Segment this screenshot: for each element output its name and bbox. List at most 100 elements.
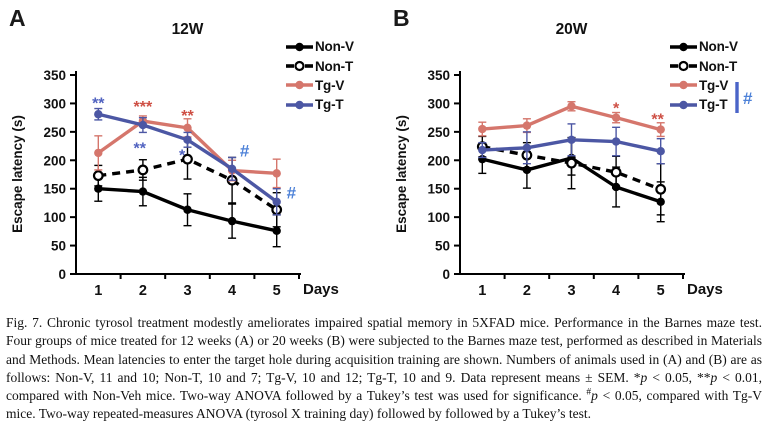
legend-point (295, 42, 304, 51)
data-point (272, 169, 281, 178)
legend-marker-icon (670, 60, 697, 72)
legend: Non-V Non-T Tg-V Tg-T (285, 37, 354, 115)
y-tick-label: 350 (43, 68, 66, 83)
legend-marker-icon (670, 42, 697, 51)
data-point (183, 123, 192, 133)
significance-marker: ** (651, 112, 664, 129)
data-point (138, 120, 148, 130)
data-point (92, 170, 104, 182)
data-point (183, 135, 192, 145)
legend-point (679, 100, 688, 110)
data-point (610, 166, 622, 178)
y-tick-label: 50 (435, 239, 450, 254)
y-tick-label: 200 (427, 153, 450, 168)
data-point (138, 187, 148, 196)
data-point (567, 135, 576, 145)
x-tick-label: 1 (94, 283, 102, 299)
legend-item-non-t: Non-T (669, 56, 738, 75)
data-point (611, 113, 621, 122)
y-tick-label: 300 (427, 96, 450, 111)
y-tick-label: 250 (427, 125, 450, 140)
data-point (137, 164, 149, 176)
data-point (656, 146, 665, 156)
significance-marker: # (240, 142, 250, 161)
caption-text: p (640, 369, 648, 385)
x-axis-label: Days (303, 281, 339, 298)
legend-label: Non-T (315, 58, 353, 74)
legend-marker-icon (286, 100, 313, 110)
y-tick-label: 350 (427, 68, 450, 83)
y-tick-label: 50 (51, 239, 66, 254)
legend-comparison-bracket: # (735, 82, 753, 113)
caption-text: < 0.05, compared with Tg-V mice. Two-way… (6, 388, 762, 422)
panel-letter-b: B (393, 5, 410, 31)
data-point (182, 153, 193, 165)
caption-text: # (586, 387, 592, 398)
legend-marker-icon (286, 42, 313, 51)
series-tg-v (478, 101, 665, 138)
legend-item-tg-v: Tg-V (285, 76, 354, 95)
significance-marker: # (287, 184, 297, 203)
legend-label: Non-V (699, 39, 738, 55)
figure-caption: Fig. 7. Chronic tyrosol treatment modest… (0, 314, 768, 424)
legend: Non-V Non-T Tg-V Tg-T (669, 37, 738, 115)
legend-point (679, 81, 688, 90)
y-tick-label: 200 (43, 153, 66, 168)
x-tick-label: 3 (567, 283, 575, 299)
legend-item-non-v: Non-V (669, 37, 738, 56)
legend-marker-icon (286, 81, 313, 90)
legend-item-tg-v: Tg-V (669, 76, 738, 95)
data-point (227, 216, 237, 226)
series-non-t (92, 138, 283, 228)
data-point (272, 226, 281, 235)
legend-label: Tg-V (315, 77, 345, 93)
panel-a: A 12W Escape latency (s) 0 50 100 150 200 250… (0, 0, 384, 310)
x-tick-label: 1 (478, 283, 486, 299)
significance-marker: * (613, 101, 620, 118)
chart-title-12w: 12W (171, 21, 204, 38)
caption-text: p (591, 388, 598, 404)
y-tick-label: 0 (58, 267, 66, 282)
y-tick-label: 250 (43, 125, 66, 140)
x-tick-label: 3 (183, 283, 191, 299)
data-point (655, 183, 667, 195)
chart-title-20w: 20W (555, 21, 588, 38)
y-tick-label: 100 (43, 210, 66, 225)
significance-marker: ** (92, 96, 105, 113)
y-tick-label: 150 (427, 182, 450, 197)
caption-text: Fig. 7. Chronic tyrosol treatment modest… (6, 315, 762, 385)
legend-label: Non-V (315, 39, 354, 55)
data-point (227, 164, 237, 174)
series-tg-t (478, 123, 665, 165)
legend-label: Non-T (699, 58, 737, 74)
caption-text: < 0.05, ** (647, 369, 711, 385)
significance-marker: * (179, 147, 186, 164)
data-point (478, 145, 487, 155)
series-non-v (94, 175, 281, 248)
significance-marker: ** (134, 141, 147, 158)
legend-item-tg-t: Tg-T (669, 95, 738, 114)
series-tg-t (94, 107, 281, 216)
panel-b: B 20W Escape latency (s) 0 50 100 150 200 250… (384, 0, 768, 310)
legend-point (679, 42, 688, 51)
legend-item-non-v: Non-V (285, 37, 354, 56)
data-point (94, 148, 103, 158)
legend-label: Tg-T (699, 97, 728, 113)
legend-label: Tg-T (315, 97, 344, 113)
caption-text: < 0.01, compared with Non-Veh mice. Two-… (6, 369, 762, 404)
significance-marker: ** (181, 108, 194, 125)
legend-point (295, 81, 304, 90)
data-point (567, 102, 576, 111)
y-tick-label: 150 (43, 182, 66, 197)
data-point (94, 184, 103, 193)
x-tick-label: 2 (139, 283, 147, 299)
x-axis-label: Days (687, 281, 723, 298)
legend-label: Tg-V (699, 77, 729, 93)
legend-item-non-t: Non-T (285, 56, 354, 75)
data-point (94, 110, 103, 119)
legend-point (295, 100, 304, 110)
significance-marker: *** (134, 99, 153, 116)
